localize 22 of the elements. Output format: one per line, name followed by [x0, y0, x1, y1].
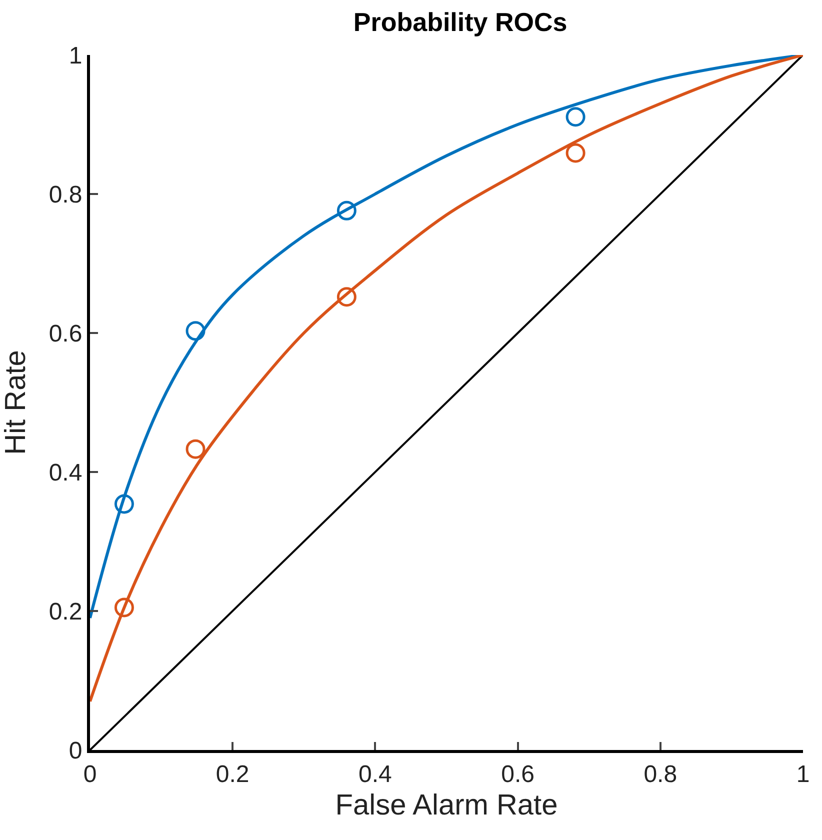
chart-title: Probability ROCs [353, 6, 568, 37]
y-tick-label: 0.8 [48, 181, 82, 208]
point [566, 143, 586, 163]
y-tick-label: 0 [68, 737, 82, 764]
point [186, 321, 206, 341]
x-tick-label: 0.8 [644, 760, 678, 788]
y-tick-label: 1 [68, 42, 82, 70]
x-axis-title: False Alarm Rate [335, 790, 558, 822]
point [336, 287, 356, 307]
x-tick-label: 0.2 [216, 760, 250, 788]
point [186, 439, 206, 459]
point [114, 598, 134, 618]
point [114, 494, 134, 514]
y-tick-label: 0.6 [48, 320, 82, 348]
x-tick-label: 0.4 [358, 760, 392, 788]
point [336, 200, 356, 220]
point [566, 107, 586, 127]
x-tick-label: 0.6 [501, 760, 534, 788]
x-tick-label: 1 [796, 760, 810, 788]
y-axis-title: Hit Rate [0, 350, 32, 455]
y-tick-label: 0.2 [48, 598, 82, 626]
y-tick-label: 0.4 [48, 459, 82, 486]
